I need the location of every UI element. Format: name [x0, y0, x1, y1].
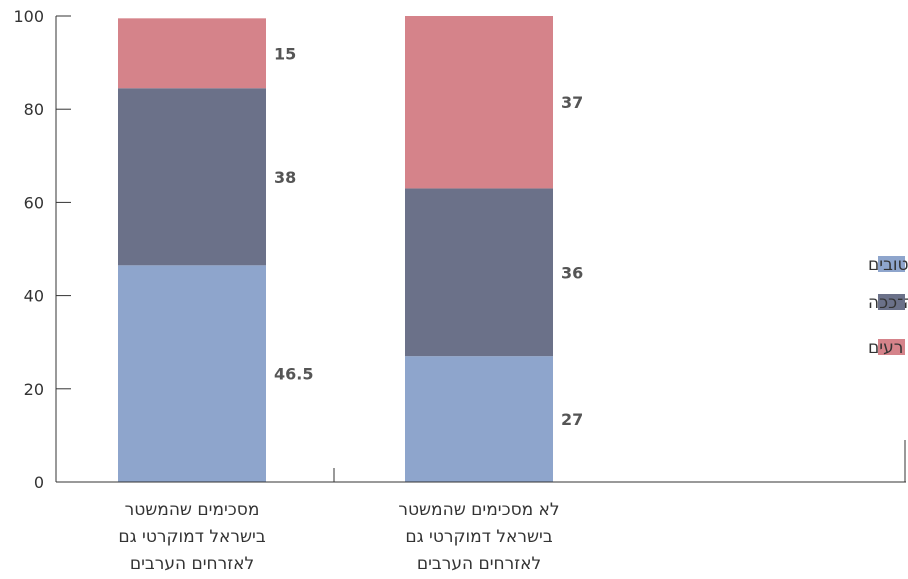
bar-segment-1-1	[405, 188, 553, 357]
bar-segment-1-0	[405, 356, 553, 482]
category-label-0-line-2: לאזרחים הערבים	[130, 554, 254, 574]
data-label-1-1: 36	[561, 263, 583, 282]
category-label-0-line-1: בישראל דמוקרטי גם	[118, 527, 266, 547]
category-label-0-line-0: מסכימים שהמשטר	[125, 500, 260, 520]
y-tick-label-2: 40	[24, 287, 44, 306]
legend-swatch-1	[878, 294, 905, 310]
bar-segment-0-2	[118, 18, 266, 89]
y-tick-label-4: 80	[24, 100, 44, 119]
category-label-1-line-0: לא מסכימים שהמשטר	[398, 500, 559, 520]
y-tick-label-0: 0	[34, 473, 44, 492]
data-label-0-0: 46.5	[274, 365, 313, 384]
axes-group: 0 20 40 60 80 100 מסכימים שהמשטר בישראל דמוקרטי…	[13, 7, 906, 574]
bar-segment-0-0	[118, 265, 266, 482]
category-label-1-line-2: לאזרחים הערבים	[417, 554, 541, 574]
legend-label-1: ככה־ככה	[868, 293, 908, 313]
bar-segment-0-1	[118, 88, 266, 266]
y-tick-label-1: 20	[24, 380, 44, 399]
data-label-0-1: 38	[274, 168, 296, 187]
legend-label-0: יחסים טובים	[868, 255, 908, 275]
data-label-1-2: 37	[561, 93, 583, 112]
bar-segment-1-2	[405, 16, 553, 189]
category-label-1-line-1: בישראל דמוקרטי גם	[405, 527, 553, 547]
legend-label-2: יחסים רעים	[868, 338, 908, 358]
legend: יחסים טובים ככה־ככה יחסים רעים	[868, 255, 908, 358]
data-label-0-2: 15	[274, 44, 296, 63]
legend-swatch-0	[878, 256, 905, 272]
y-tick-label-3: 60	[24, 193, 44, 212]
y-tick-label-5: 100	[13, 7, 44, 26]
legend-swatch-2	[878, 339, 905, 355]
data-label-1-0: 27	[561, 410, 583, 429]
bars-group: 46.5 38 15 27 36 37	[118, 16, 583, 482]
